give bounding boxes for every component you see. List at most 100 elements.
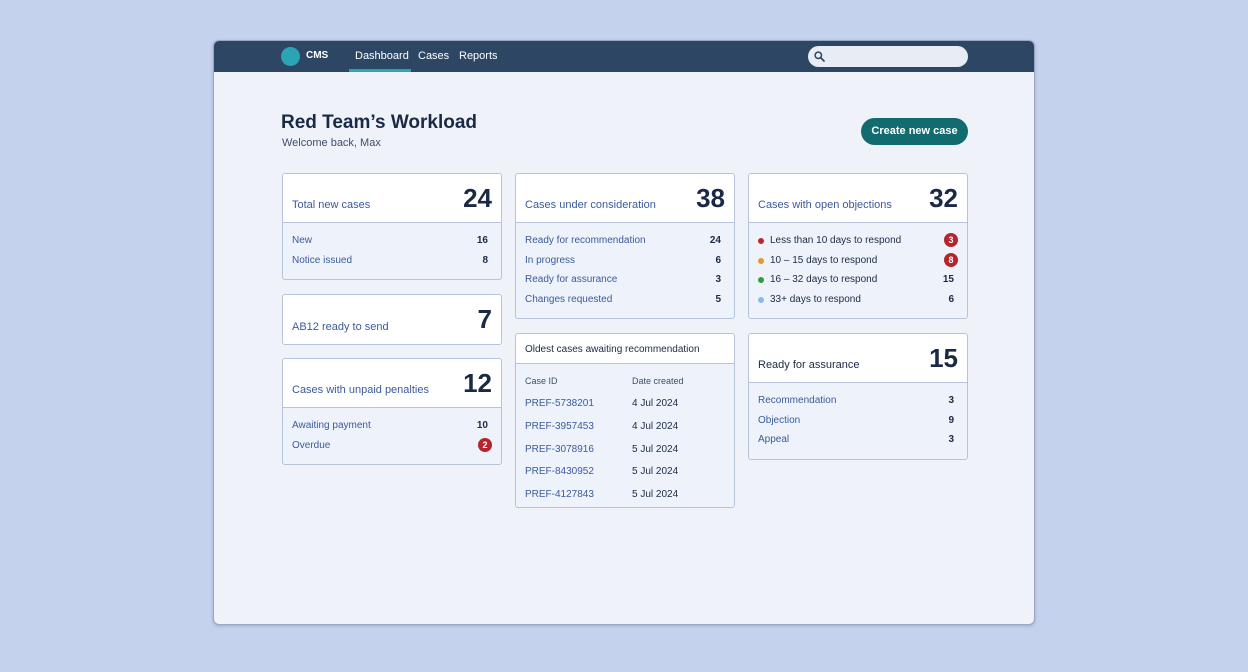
row-value: 6 xyxy=(948,293,954,305)
status-dot-orange-icon xyxy=(758,257,764,264)
row-value: 10 xyxy=(476,420,488,431)
row-link[interactable]: Objection xyxy=(758,414,801,426)
list-item: Objection 9 xyxy=(749,411,967,431)
case-id-link[interactable]: PREF-3957453 xyxy=(525,420,594,432)
table-row: PREF-5738201 4 Jul 2024 xyxy=(516,394,734,417)
list-item: In progress 6 xyxy=(516,251,734,271)
create-new-case-button[interactable]: Create new case xyxy=(861,118,968,145)
search-icon xyxy=(814,51,825,62)
list-item: Changes requested 5 xyxy=(516,290,734,310)
row-value: 9 xyxy=(948,414,954,426)
row-link[interactable]: Changes requested xyxy=(525,293,613,305)
row-value: 24 xyxy=(709,235,721,246)
table-row: PREF-4127843 5 Jul 2024 xyxy=(516,485,734,507)
row-link[interactable]: Ready for recommendation xyxy=(525,235,646,246)
oldest-cases-card: Oldest cases awaiting recommendation Cas… xyxy=(515,333,735,508)
row-value: 3 xyxy=(715,274,721,285)
nav-active-indicator xyxy=(349,69,411,72)
app-name: CMS xyxy=(306,50,329,61)
welcome-text: Welcome back, Max xyxy=(282,137,381,149)
row-value: 8 xyxy=(482,254,488,266)
nav-dashboard[interactable]: Dashboard xyxy=(355,50,409,62)
card-title: Oldest cases awaiting recommendation xyxy=(525,344,700,355)
list-item: Recommendation 3 xyxy=(749,391,967,411)
app-window: CMS Dashboard Cases Reports Red Team’s W… xyxy=(213,40,1035,625)
unpaid-penalties-card: Cases with unpaid penalties 12 Awaiting … xyxy=(282,358,502,465)
case-id-link[interactable]: PREF-8430952 xyxy=(525,466,594,478)
table-row: PREF-3078916 5 Jul 2024 xyxy=(516,440,734,463)
row-label[interactable]: 33+ days to respond xyxy=(770,293,861,305)
card-title[interactable]: Cases with open objections xyxy=(758,199,892,211)
card-title[interactable]: Total new cases xyxy=(292,199,371,211)
logo-icon[interactable] xyxy=(281,47,300,66)
ready-for-assurance-card: Ready for assurance 15 Recommendation 3 … xyxy=(748,333,968,460)
status-dot-red-icon xyxy=(758,238,764,244)
row-value: 16 xyxy=(476,235,488,246)
list-item: Ready for assurance 3 xyxy=(516,270,734,290)
list-item: Awaiting payment 10 xyxy=(283,416,501,436)
row-value: 15 xyxy=(942,274,954,285)
card-title[interactable]: Cases with unpaid penalties xyxy=(292,384,429,396)
warning-badge: 8 xyxy=(944,252,958,267)
date-created: 5 Jul 2024 xyxy=(632,466,679,478)
nav-reports[interactable]: Reports xyxy=(459,50,498,62)
row-link[interactable]: Appeal xyxy=(758,434,790,445)
list-item: 33+ days to respond 6 xyxy=(749,290,967,310)
table-row: PREF-8430952 5 Jul 2024 xyxy=(516,462,734,485)
total-new-cases-card: Total new cases 24 New 16 Notice issued … xyxy=(282,173,502,280)
card-count: 15 xyxy=(929,343,958,373)
row-link[interactable]: In progress xyxy=(525,254,576,266)
card-title[interactable]: Ready for assurance xyxy=(758,359,860,371)
card-title[interactable]: Cases under consideration xyxy=(525,199,656,211)
date-created: 4 Jul 2024 xyxy=(632,398,679,409)
card-count: 32 xyxy=(929,183,958,213)
card-title[interactable]: AB12 ready to send xyxy=(292,321,389,333)
row-link[interactable]: Recommendation xyxy=(758,395,837,406)
row-value: 6 xyxy=(715,254,721,266)
list-item: 16 – 32 days to respond 15 xyxy=(749,270,967,290)
row-link[interactable]: Notice issued xyxy=(292,254,353,266)
card-count: 12 xyxy=(463,368,492,398)
case-id-link[interactable]: PREF-4127843 xyxy=(525,489,594,501)
date-created: 5 Jul 2024 xyxy=(632,443,679,455)
card-count: 38 xyxy=(696,183,725,213)
row-link[interactable]: Ready for assurance xyxy=(525,274,618,285)
table-row: PREF-3957453 4 Jul 2024 xyxy=(516,417,734,440)
top-nav-bar: CMS Dashboard Cases Reports xyxy=(214,41,1034,72)
status-dot-blue-icon xyxy=(758,296,764,303)
overdue-badge: 2 xyxy=(478,437,492,452)
ab12-card: AB12 ready to send 7 xyxy=(282,294,502,345)
row-label[interactable]: 16 – 32 days to respond xyxy=(770,274,878,285)
table-header: Case ID Date created xyxy=(516,364,734,394)
nav-cases[interactable]: Cases xyxy=(418,50,450,62)
list-item: Less than 10 days to respond 3 xyxy=(749,231,967,251)
open-objections-card: Cases with open objections 32 Less than … xyxy=(748,173,968,319)
list-item: 10 – 15 days to respond 8 xyxy=(749,251,967,271)
column-header-case-id: Case ID xyxy=(525,376,558,386)
row-label[interactable]: Less than 10 days to respond xyxy=(770,235,902,246)
status-dot-green-icon xyxy=(758,277,764,283)
urgent-badge: 3 xyxy=(944,233,958,247)
row-value: 5 xyxy=(715,293,721,305)
under-consideration-card: Cases under consideration 38 Ready for r… xyxy=(515,173,735,319)
list-item: New 16 xyxy=(283,231,501,251)
date-created: 4 Jul 2024 xyxy=(632,420,679,432)
card-count: 24 xyxy=(463,183,492,213)
row-value: 3 xyxy=(948,434,954,445)
row-value: 3 xyxy=(948,395,954,406)
list-item: Notice issued 8 xyxy=(283,251,501,271)
row-link[interactable]: Overdue xyxy=(292,439,331,451)
column-header-date: Date created xyxy=(632,376,684,386)
page-title: Red Team’s Workload xyxy=(281,112,478,133)
list-item: Ready for recommendation 24 xyxy=(516,231,734,251)
case-id-link[interactable]: PREF-5738201 xyxy=(525,398,594,409)
list-item: Appeal 3 xyxy=(749,430,967,450)
card-count: 7 xyxy=(477,304,492,334)
case-id-link[interactable]: PREF-3078916 xyxy=(525,443,594,455)
search-input[interactable] xyxy=(808,46,968,67)
row-link[interactable]: New xyxy=(292,235,313,246)
row-link[interactable]: Awaiting payment xyxy=(292,420,371,431)
date-created: 5 Jul 2024 xyxy=(632,489,679,501)
list-item: Overdue 2 xyxy=(283,436,501,456)
row-label[interactable]: 10 – 15 days to respond xyxy=(770,254,878,266)
